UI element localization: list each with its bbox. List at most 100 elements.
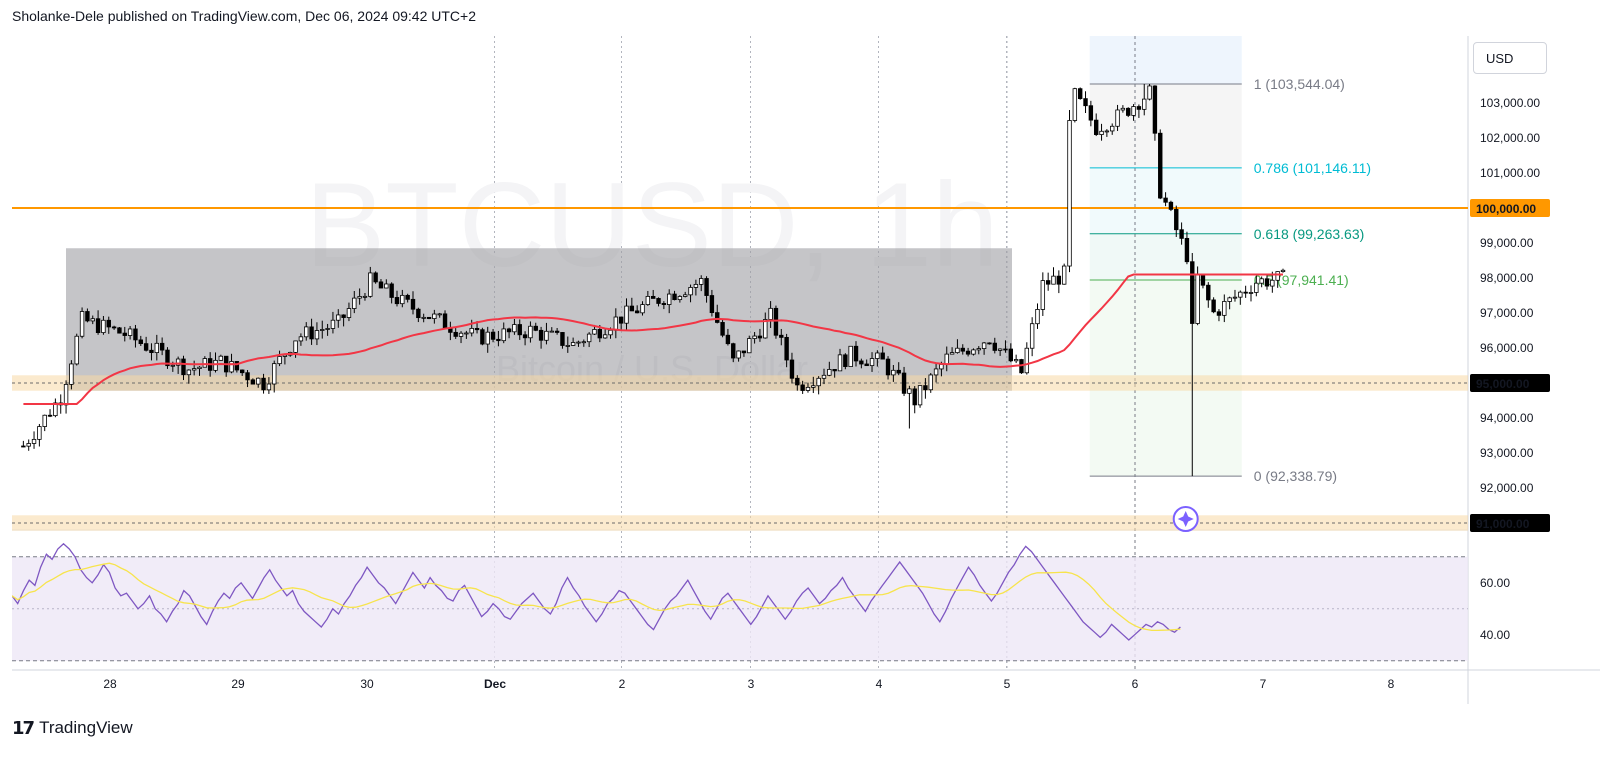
candle-up: [154, 342, 159, 354]
candle-up: [693, 283, 699, 288]
candle-down: [720, 322, 725, 336]
candle-down: [533, 325, 538, 331]
time-label-30: 30: [360, 677, 374, 691]
candle-down: [832, 369, 837, 372]
candle-down: [987, 342, 992, 345]
candle-up: [955, 347, 960, 354]
candle-down: [106, 319, 111, 328]
candle-up: [768, 307, 773, 320]
candle-up: [645, 295, 651, 305]
candle-up: [981, 342, 987, 349]
candle-down: [490, 331, 496, 340]
rsi-tick-40: 40.00: [1480, 628, 1510, 642]
candle-down: [880, 352, 885, 360]
chart-area[interactable]: BTCUSD, 1hBitcoin / U.S. Dollar1 (103,54…: [12, 36, 1600, 704]
candle-down: [378, 281, 384, 289]
currency-button[interactable]: USD: [1473, 42, 1547, 74]
candle-up: [229, 361, 234, 373]
candle-up: [1147, 85, 1152, 100]
candle-up: [464, 332, 469, 335]
candle-up: [314, 330, 320, 340]
candle-up: [186, 369, 192, 376]
candle-down: [181, 358, 186, 376]
candle-up: [1280, 269, 1286, 273]
candle-up: [90, 318, 95, 322]
candle-up: [971, 349, 976, 355]
candle-down: [405, 294, 410, 300]
candle-down: [133, 328, 138, 341]
candle-down: [538, 329, 544, 341]
candle-down: [800, 384, 805, 391]
candle-up: [256, 377, 261, 385]
candle-down: [779, 334, 784, 338]
consolidation-range-box: [66, 248, 1012, 391]
candle-up: [277, 356, 282, 365]
candle-down: [85, 311, 90, 322]
candle-up: [683, 294, 688, 297]
candle-down: [21, 445, 26, 448]
candle-down: [773, 307, 779, 336]
candle-down: [1216, 311, 1222, 316]
fib-label-1: 1 (103,544.04): [1254, 76, 1345, 92]
candle-down: [901, 372, 907, 394]
candle-down: [1077, 88, 1083, 100]
candle-down: [864, 363, 869, 367]
candle-up: [1013, 359, 1019, 362]
candle-up: [581, 341, 586, 344]
candle-down: [1056, 275, 1062, 285]
candle-down: [95, 318, 101, 334]
candle-up: [1035, 309, 1040, 325]
candle-up: [944, 353, 949, 365]
price-marker-95000: [1470, 374, 1550, 392]
candle-down: [426, 316, 432, 319]
candle-up: [1238, 291, 1243, 298]
candle-down: [912, 388, 917, 406]
candle-up: [298, 336, 304, 342]
candle-down: [661, 303, 667, 305]
candle-down: [245, 372, 250, 381]
candle-up: [763, 319, 768, 339]
candle-down: [1003, 348, 1008, 351]
candle-down: [741, 350, 747, 354]
candle-up: [79, 311, 85, 337]
price-marker-100000: [1470, 199, 1550, 217]
candle-up: [282, 354, 288, 357]
price-tick-101000: 101,000.00: [1480, 166, 1540, 180]
price-tick-94000: 94,000.00: [1480, 411, 1534, 425]
candle-up: [1259, 278, 1264, 284]
candle-up: [42, 414, 47, 427]
candle-up: [752, 335, 757, 339]
candle-down: [1158, 132, 1163, 199]
price-tick-102000: 102,000.00: [1480, 131, 1540, 145]
candle-down: [239, 369, 245, 374]
candle-down: [122, 332, 127, 336]
candle-down: [165, 349, 170, 367]
candle-down: [795, 377, 800, 386]
candle-up: [266, 383, 272, 391]
candle-down: [1174, 208, 1179, 231]
candle-down: [506, 328, 512, 333]
price-marker-label-100000: 100,000.00: [1476, 202, 1536, 216]
price-tick-99000: 99,000.00: [1480, 236, 1534, 250]
candle-up: [325, 328, 330, 330]
candle-down: [373, 272, 378, 283]
candle-up: [400, 294, 405, 305]
candle-down: [1211, 299, 1216, 313]
candle-down: [853, 345, 859, 362]
candle-down: [672, 293, 677, 301]
candle-up: [197, 366, 202, 369]
candle-down: [731, 343, 736, 359]
rsi-tick-60: 60.00: [1480, 576, 1510, 590]
candle-down: [843, 354, 848, 367]
candle-down: [517, 324, 522, 336]
candle-down: [784, 336, 789, 361]
time-label-7: 7: [1260, 677, 1267, 691]
candle-down: [1045, 280, 1051, 285]
tradingview-footer[interactable]: 17 TradingView: [12, 716, 133, 740]
chart-canvas[interactable]: BTCUSD, 1hBitcoin / U.S. Dollar1 (103,54…: [12, 36, 1600, 704]
candle-down: [1184, 237, 1190, 263]
candle-up: [432, 313, 437, 319]
price-marker-91000: [1470, 514, 1550, 532]
candle-down: [250, 379, 256, 385]
candle-up: [586, 333, 592, 343]
